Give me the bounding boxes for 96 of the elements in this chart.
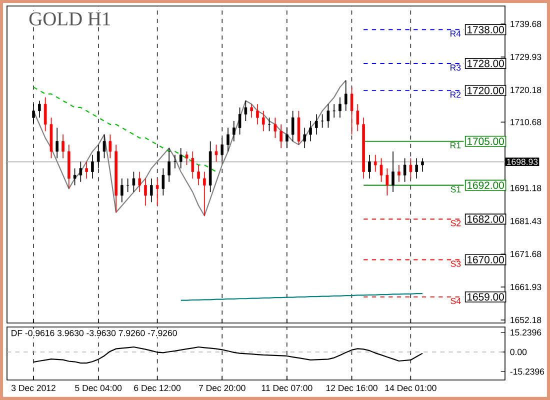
candlestick bbox=[203, 171, 206, 216]
candlestick bbox=[214, 144, 218, 162]
candlestick bbox=[185, 151, 188, 166]
text: 1692.00 bbox=[468, 182, 504, 189]
y-tick-label: 1681.43 bbox=[510, 218, 542, 224]
candlestick bbox=[156, 178, 159, 206]
ref-line-label: R1 bbox=[450, 142, 461, 148]
candlestick bbox=[73, 168, 76, 186]
candlestick bbox=[403, 158, 406, 182]
candlestick bbox=[368, 154, 371, 179]
ref-line-label: S3 bbox=[450, 260, 461, 267]
candlestick bbox=[356, 104, 360, 132]
candlestick bbox=[62, 134, 64, 159]
candlestick bbox=[297, 110, 300, 146]
text: 1720.00 bbox=[468, 86, 504, 94]
y-tick-label: 1671.68 bbox=[510, 250, 542, 258]
text: 1682.00 bbox=[468, 215, 504, 223]
candlestick bbox=[315, 114, 318, 135]
candlestick bbox=[162, 168, 165, 196]
candlestick bbox=[291, 110, 294, 142]
x-tick-label: 11 Dec 07:00 bbox=[262, 384, 312, 392]
chart-title: GOLD H1 bbox=[29, 12, 110, 26]
candlestick bbox=[338, 96, 342, 118]
y-tick-label: 1661.93 bbox=[510, 284, 542, 290]
candlestick bbox=[309, 120, 312, 142]
line-series bbox=[180, 293, 424, 301]
candlestick bbox=[150, 178, 153, 203]
candlestick bbox=[238, 107, 242, 135]
ref-line-label: R3 bbox=[450, 64, 461, 71]
candlestick bbox=[168, 148, 170, 182]
candlestick bbox=[232, 120, 236, 142]
candlestick bbox=[102, 134, 106, 159]
candlestick bbox=[344, 80, 348, 112]
candlestick bbox=[374, 154, 377, 172]
candlestick bbox=[197, 164, 200, 186]
y-tick-label: 1739.68 bbox=[510, 20, 542, 28]
candlestick bbox=[421, 158, 424, 172]
candlestick bbox=[350, 86, 354, 135]
candlestick bbox=[144, 178, 147, 206]
x-tick-label: 7 Dec 20:00 bbox=[198, 384, 246, 392]
y-tick-label: 1710.68 bbox=[510, 118, 542, 126]
chart-title: DF -0.9616 3.9630 -3.9630 7.9260 -7.9260 bbox=[12, 330, 177, 336]
text: 1738.00 bbox=[468, 26, 504, 34]
y-tick-label: 1652.18 bbox=[510, 316, 542, 324]
candlestick bbox=[85, 161, 88, 179]
ref-line-label: S4 bbox=[450, 298, 461, 304]
y-tick-label: -15.2396 bbox=[510, 368, 544, 375]
candlestick bbox=[120, 178, 124, 203]
candlestick bbox=[380, 158, 383, 182]
y-tick-label: 1720.18 bbox=[510, 86, 542, 94]
candlestick bbox=[415, 158, 418, 179]
candlestick bbox=[250, 104, 253, 118]
candlestick bbox=[132, 171, 136, 192]
candlestick bbox=[256, 104, 259, 125]
x-tick-label: 5 Dec 04:00 bbox=[75, 384, 122, 392]
y-tick-label: 1729.93 bbox=[510, 54, 542, 60]
candlestick bbox=[91, 154, 94, 179]
candlestick bbox=[179, 148, 182, 169]
y-tick-label: 1691.18 bbox=[510, 184, 542, 192]
x-tick-label: 3 Dec 2012 bbox=[11, 384, 56, 392]
candlestick bbox=[244, 100, 248, 122]
candlestick bbox=[303, 127, 306, 148]
ref-line-label: S2 bbox=[450, 220, 461, 226]
candlestick bbox=[226, 127, 230, 152]
candlestick bbox=[96, 144, 100, 169]
x-tick-label: 6 Dec 12:00 bbox=[134, 384, 181, 392]
candlestick bbox=[392, 151, 394, 192]
ref-line-label: R2 bbox=[450, 92, 461, 98]
candlestick bbox=[44, 96, 47, 132]
x-tick-label: 12 Dec 16:00 bbox=[326, 384, 378, 392]
ref-line-label: R4 bbox=[450, 30, 461, 37]
candlestick bbox=[386, 168, 389, 196]
candlestick bbox=[398, 164, 400, 182]
text: 1705.00 bbox=[468, 138, 504, 146]
candlestick bbox=[191, 151, 194, 179]
candlestick bbox=[326, 104, 330, 128]
y-tick-label: 0.00 bbox=[510, 348, 527, 356]
candlestick bbox=[138, 171, 141, 192]
candlestick bbox=[409, 158, 412, 179]
candlestick bbox=[38, 100, 41, 118]
ref-line-label: 1698.93 bbox=[507, 158, 538, 165]
candlestick bbox=[262, 110, 265, 132]
candlestick bbox=[79, 161, 82, 182]
candlestick bbox=[280, 124, 282, 148]
candlestick bbox=[220, 138, 224, 162]
text: 1670.00 bbox=[468, 256, 504, 264]
text: 1728.00 bbox=[468, 60, 504, 68]
candlestick bbox=[320, 114, 324, 128]
text: 1659.00 bbox=[468, 293, 504, 301]
candlestick bbox=[274, 117, 277, 138]
ref-line-label: S1 bbox=[450, 186, 461, 192]
x-tick-label: 14 Dec 01:00 bbox=[385, 384, 436, 392]
y-tick-label: 15.2396 bbox=[510, 329, 542, 336]
candlestick bbox=[286, 127, 288, 148]
candlestick bbox=[56, 127, 58, 159]
candlestick bbox=[108, 134, 112, 159]
